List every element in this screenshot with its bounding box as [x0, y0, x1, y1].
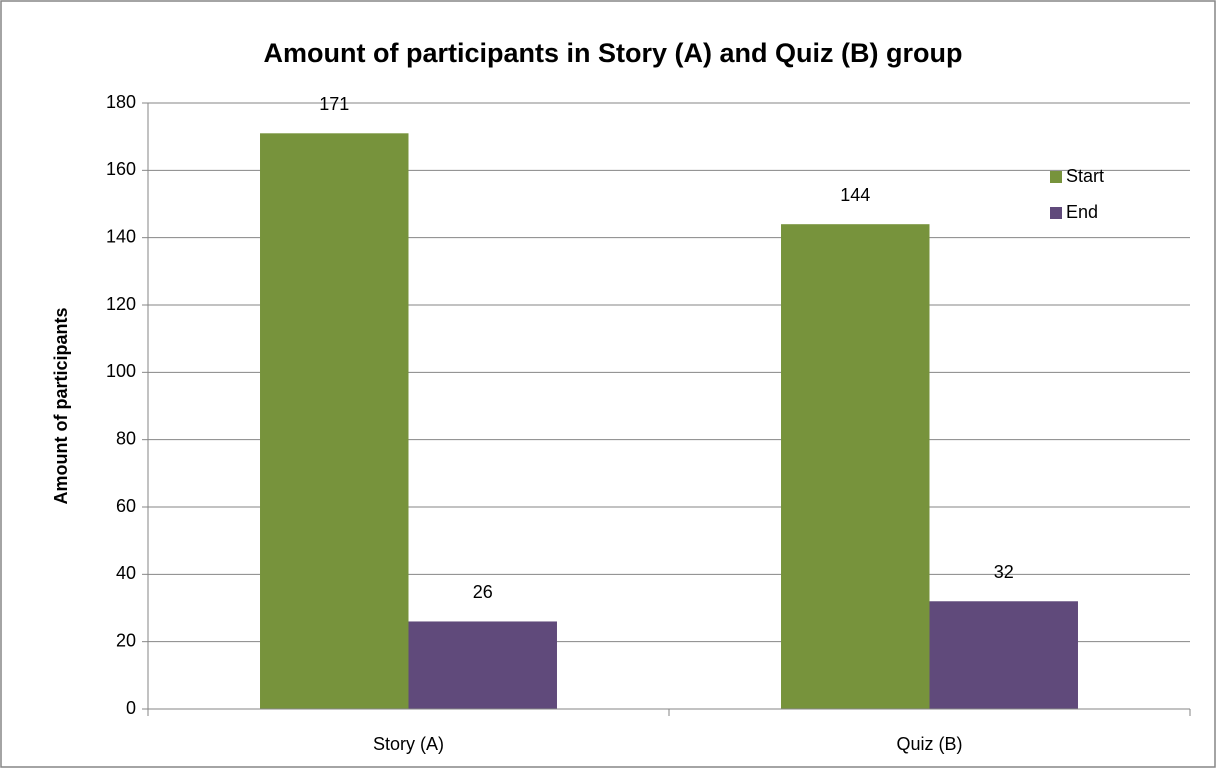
data-label: 144	[840, 185, 870, 205]
legend-swatch	[1050, 171, 1062, 183]
bar	[781, 224, 930, 709]
y-tick-label: 20	[116, 630, 136, 650]
bar	[929, 601, 1078, 709]
legend-label: End	[1066, 202, 1098, 222]
y-tick-label: 180	[106, 92, 136, 112]
bar	[260, 133, 409, 710]
y-tick-label: 100	[106, 361, 136, 381]
legend-swatch	[1050, 207, 1062, 219]
y-tick-label: 140	[106, 226, 136, 246]
y-tick-label: 160	[106, 159, 136, 179]
y-axis-label: Amount of participants	[51, 308, 71, 505]
chart-title: Amount of participants in Story (A) and …	[264, 38, 963, 68]
y-tick-label: 0	[126, 698, 136, 718]
data-label: 171	[319, 94, 349, 114]
y-tick-label: 120	[106, 294, 136, 314]
x-tick-label: Story (A)	[373, 734, 444, 754]
y-tick-label: 40	[116, 563, 136, 583]
legend-label: Start	[1066, 166, 1104, 186]
y-tick-label: 60	[116, 496, 136, 516]
bar	[408, 621, 557, 709]
data-label: 26	[473, 582, 493, 602]
data-label: 32	[994, 562, 1014, 582]
x-tick-label: Quiz (B)	[896, 734, 962, 754]
y-tick-label: 80	[116, 428, 136, 448]
